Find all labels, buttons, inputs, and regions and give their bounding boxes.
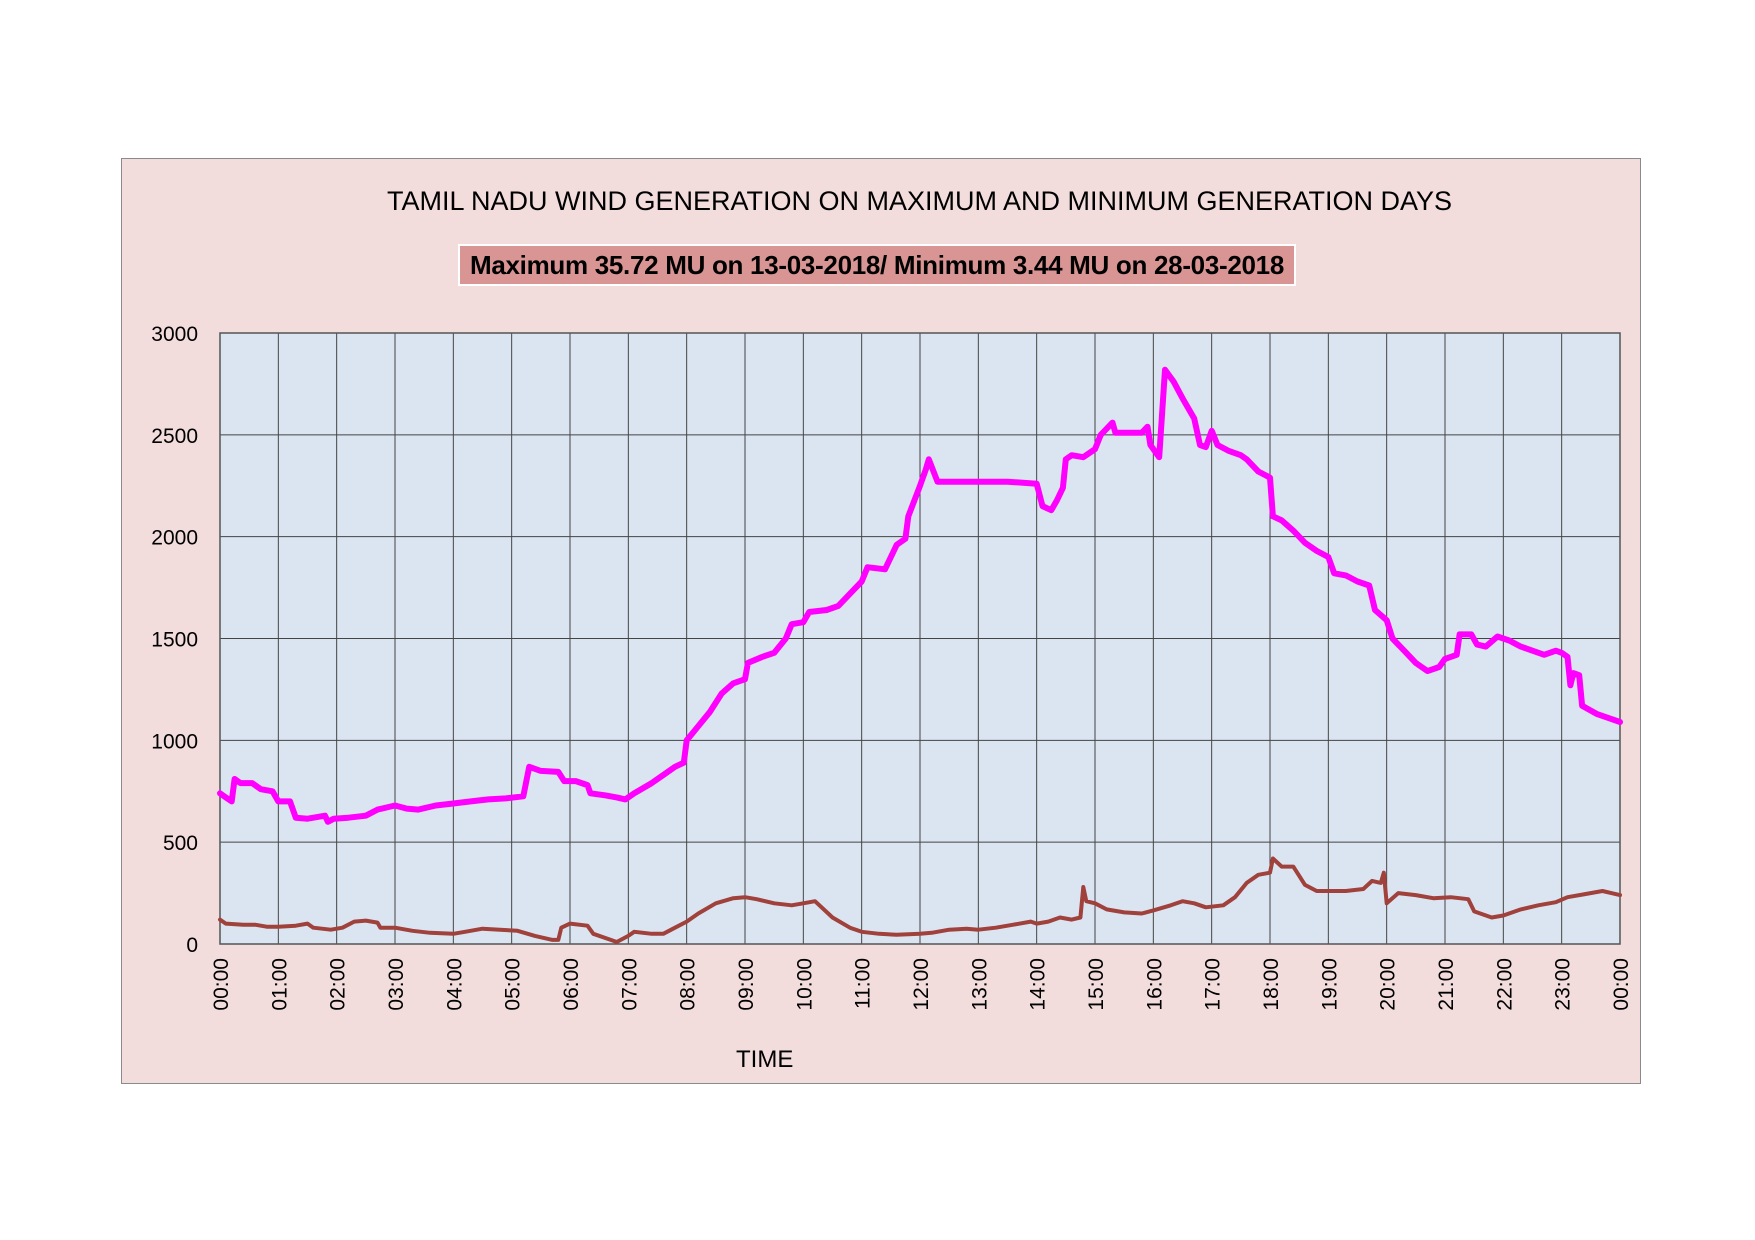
chart-subtitle: Maximum 35.72 MU on 13-03-2018/ Minimum …: [458, 244, 1296, 286]
x-tick-label: 16:00: [1143, 958, 1166, 1011]
x-tick-label: 07:00: [618, 958, 641, 1011]
x-tick-label: 01:00: [268, 958, 291, 1011]
y-tick-label: 500: [163, 832, 198, 855]
y-tick-label: 1000: [151, 730, 198, 753]
x-tick-label: 02:00: [327, 958, 350, 1011]
plot-border: [219, 332, 1621, 945]
y-tick-label: 2000: [151, 527, 198, 550]
x-tick-label: 18:00: [1260, 958, 1283, 1011]
y-tick-label: 0: [186, 934, 198, 957]
x-tick-label: 13:00: [968, 958, 991, 1011]
x-tick-label: 19:00: [1318, 958, 1341, 1011]
x-tick-label: 03:00: [385, 958, 408, 1011]
x-tick-label: 14:00: [1027, 958, 1050, 1011]
x-tick-label: 00:00: [210, 958, 233, 1011]
x-tick-label: 05:00: [502, 958, 525, 1011]
x-tick-label: 09:00: [735, 958, 758, 1011]
chart-title: TAMIL NADU WIND GENERATION ON MAXIMUM AN…: [386, 186, 1453, 216]
x-tick-label: 06:00: [560, 958, 583, 1011]
x-axis-title: TIME: [736, 1046, 794, 1073]
x-tick-label: 15:00: [1085, 958, 1108, 1011]
x-tick-label: 21:00: [1435, 958, 1458, 1011]
x-tick-label: 23:00: [1552, 958, 1575, 1011]
x-tick-label: 10:00: [793, 958, 816, 1011]
series-line-2: [218, 856, 1622, 944]
x-tick-label: 00:00: [1610, 958, 1633, 1011]
y-tick-label: 2500: [151, 425, 198, 448]
x-tick-label: 22:00: [1493, 958, 1516, 1011]
y-tick-label: 3000: [151, 323, 198, 346]
y-tick-label: 1500: [151, 629, 198, 652]
x-tick-label: 11:00: [852, 958, 875, 1009]
x-tick-label: 08:00: [677, 958, 700, 1011]
x-tick-label: 12:00: [910, 958, 933, 1011]
x-tick-label: 04:00: [443, 958, 466, 1011]
x-tick-label: 17:00: [1202, 958, 1225, 1011]
series-line-1: [217, 366, 1623, 825]
x-tick-label: 20:00: [1377, 958, 1400, 1011]
